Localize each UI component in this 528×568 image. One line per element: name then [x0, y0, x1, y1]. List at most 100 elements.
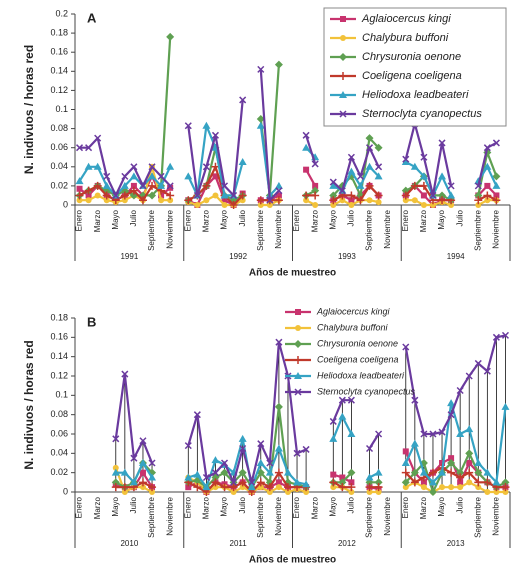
- marker: [330, 471, 337, 478]
- legend-label: Chalybura buffoni: [317, 322, 389, 332]
- marker: [428, 488, 437, 496]
- marker: [438, 428, 446, 436]
- x-tick-label: Septiembre: [365, 209, 374, 250]
- marker: [374, 478, 383, 487]
- marker: [502, 489, 509, 495]
- marker: [166, 162, 175, 170]
- marker: [194, 202, 201, 208]
- marker: [474, 478, 483, 487]
- marker: [465, 468, 474, 477]
- marker: [248, 478, 256, 486]
- marker: [238, 478, 247, 487]
- marker: [303, 166, 310, 173]
- marker: [149, 489, 156, 495]
- marker: [456, 468, 465, 477]
- marker: [185, 484, 192, 491]
- marker: [338, 187, 346, 195]
- x-tick-label: Septiembre: [473, 209, 482, 250]
- marker: [419, 181, 428, 190]
- marker: [374, 191, 383, 200]
- marker: [410, 181, 419, 190]
- marker: [312, 202, 319, 208]
- marker: [329, 181, 338, 189]
- marker: [129, 186, 138, 195]
- marker: [158, 192, 165, 199]
- marker: [129, 172, 138, 180]
- marker: [121, 197, 128, 204]
- x-tick-label: Septiembre: [256, 209, 265, 250]
- y-tick-label: 0.08: [50, 123, 68, 133]
- marker: [247, 483, 256, 491]
- marker: [329, 196, 338, 205]
- x-axis-title: Años de muestreo: [249, 555, 336, 566]
- marker: [347, 396, 355, 404]
- x-tick-label: Enero: [401, 496, 410, 518]
- marker: [293, 449, 301, 457]
- marker: [366, 444, 374, 453]
- marker: [266, 459, 274, 467]
- marker: [356, 172, 364, 180]
- x-tick-label: Enero: [75, 496, 84, 518]
- marker: [338, 412, 347, 420]
- marker: [139, 484, 146, 491]
- marker: [303, 489, 310, 495]
- x-tick-label: Mayo: [328, 496, 337, 516]
- marker: [375, 199, 382, 206]
- marker: [438, 196, 447, 205]
- marker: [447, 411, 455, 419]
- legend: Aglaiocercus kingi Chalybura buffoni Chrys…: [323, 7, 507, 127]
- group-label: 2012: [338, 539, 356, 548]
- marker: [447, 459, 456, 467]
- marker: [420, 484, 427, 491]
- x-tick-label: Julio: [347, 209, 356, 226]
- marker: [121, 489, 128, 495]
- marker: [484, 489, 491, 495]
- x-tick-label: Marzo: [310, 496, 319, 519]
- marker: [374, 483, 383, 492]
- marker: [329, 178, 337, 186]
- marker: [339, 72, 347, 80]
- marker: [419, 468, 428, 476]
- marker: [257, 65, 265, 73]
- marker: [329, 417, 337, 425]
- marker: [493, 489, 500, 495]
- marker: [428, 468, 437, 477]
- marker: [294, 388, 302, 396]
- marker: [229, 483, 238, 492]
- marker: [366, 197, 373, 204]
- marker: [347, 468, 356, 477]
- marker: [302, 480, 311, 488]
- marker: [465, 425, 474, 433]
- marker: [111, 483, 120, 492]
- marker: [275, 484, 282, 491]
- marker: [85, 197, 92, 204]
- x-tick-label: Marzo: [202, 209, 211, 232]
- marker: [456, 473, 465, 482]
- x-tick-label: Mayo: [111, 209, 120, 229]
- marker: [274, 196, 283, 205]
- x-tick-label: Julio: [455, 209, 464, 226]
- x-tick-label: Noviembre: [274, 496, 283, 535]
- marker: [112, 464, 119, 471]
- x-tick-label: Enero: [401, 209, 410, 231]
- marker: [239, 197, 246, 204]
- marker: [456, 386, 464, 395]
- marker: [339, 197, 346, 204]
- y-tick-label: 0.1: [55, 390, 68, 400]
- marker: [302, 143, 311, 151]
- marker: [274, 402, 283, 411]
- marker: [447, 399, 456, 407]
- marker: [347, 483, 356, 492]
- marker: [184, 172, 193, 180]
- marker: [420, 153, 428, 161]
- marker: [130, 182, 137, 189]
- marker: [184, 122, 192, 130]
- marker: [84, 186, 93, 195]
- marker: [211, 456, 220, 464]
- y-tick-label: 0.02: [50, 180, 68, 190]
- marker: [275, 187, 283, 195]
- legend-label: Heliodoxa leadbeateri: [317, 370, 405, 380]
- marker: [457, 479, 464, 486]
- marker: [148, 483, 157, 492]
